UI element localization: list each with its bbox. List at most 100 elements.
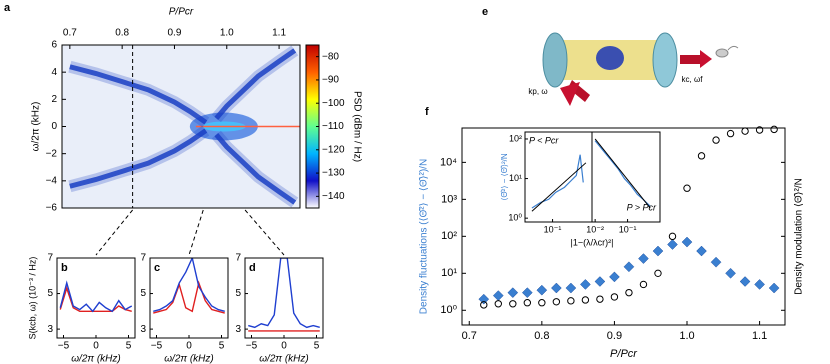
y-tick-label: 3: [47, 324, 53, 335]
diamond-marker: [609, 271, 620, 283]
diamond-marker: [623, 261, 635, 273]
inset-y-tick-label: 10⁰: [508, 213, 522, 223]
y-tick-label: 2: [51, 94, 57, 105]
circle-marker: [770, 125, 778, 134]
circle-marker: [596, 295, 604, 303]
y-tick-label: 7: [140, 253, 146, 264]
x-tick-label: 1.0: [679, 330, 694, 342]
inset-fit: [594, 138, 651, 209]
diamond-marker: [739, 276, 751, 287]
circle-marker: [639, 280, 648, 289]
colorbar-tick-label: −110: [322, 121, 344, 132]
colorbar-tick-label: −100: [322, 98, 345, 109]
x-tick-label: −5: [58, 341, 70, 352]
x-tick-label: −5: [151, 341, 163, 352]
diamond-marker: [638, 253, 649, 264]
y2-axis-label: Density modulation ⟨Θ̂⟩²/N: [793, 178, 805, 295]
colorbar-tick-label: −130: [322, 168, 345, 179]
x-tick-label: 5: [314, 341, 320, 352]
circle-marker: [683, 184, 691, 192]
x-tick-label: 0: [186, 341, 192, 352]
diamond-marker: [652, 245, 664, 257]
diamond-marker: [667, 239, 678, 250]
inset-y-tick-label: 10¹: [509, 173, 522, 183]
circle-marker: [712, 136, 720, 144]
y-tick-label: 3: [235, 324, 241, 335]
colorbar-tick-label: −90: [322, 75, 339, 86]
circle-marker: [741, 127, 749, 135]
diamond-marker: [492, 290, 504, 301]
inset-x-tick-label: 10⁻¹: [619, 224, 637, 234]
plot-frame: [56, 257, 136, 339]
cut-connector: [95, 209, 134, 256]
colorbar-label: PSD (dBm / Hz): [351, 91, 362, 162]
circle-marker: [509, 300, 517, 308]
circle-marker: [581, 296, 590, 304]
x-axis-label: ω/2π (kHz): [71, 354, 121, 364]
diamond-marker: [521, 287, 533, 298]
circle-marker: [567, 297, 575, 305]
circle-marker: [755, 126, 764, 134]
y-tick-label: 7: [235, 253, 241, 264]
diamond-marker: [551, 282, 562, 294]
x-tick-label: 0.8: [115, 28, 129, 39]
inset-x-tick-label: 10⁻¹: [544, 224, 562, 234]
circle-marker: [538, 299, 546, 307]
cavity-label: kc, ωf: [682, 75, 704, 84]
x-tick-label: 0.7: [462, 330, 477, 342]
y-axis-label: ω/2π (kHz): [31, 102, 42, 152]
spectrum-line: [153, 280, 225, 314]
x-axis-label: ω/2π (kHz): [164, 354, 214, 364]
cavity-illustration: [542, 32, 739, 106]
diamond-marker: [725, 267, 736, 279]
spectrum-line: [248, 258, 320, 329]
plot-frame: [461, 127, 786, 326]
inset-x-label: |1−(λ/λcr)²|: [571, 237, 614, 247]
inset-fit: [531, 162, 587, 212]
y-tick-label: 10⁰: [440, 304, 457, 316]
x-tick-label: 0.7: [63, 28, 77, 39]
diamond-marker: [478, 293, 490, 305]
x-tick-label: 5: [126, 341, 132, 352]
y-tick-label: 10³: [441, 193, 457, 205]
diamond-marker: [754, 279, 765, 290]
spectrum-line: [153, 258, 225, 313]
colorbar-tick-label: −120: [322, 144, 345, 155]
x-axis-label: P/Pcr: [169, 7, 194, 18]
inset-region-label: P > Pcr: [627, 202, 657, 212]
inset-y-label: ⟨Θ̂²⟩ − ⟨Θ̂⟩²/N: [500, 153, 509, 201]
y-tick-label: −2: [46, 148, 58, 159]
diamond-marker: [710, 256, 722, 268]
y-tick-label: −4: [46, 175, 58, 186]
x-tick-label: 1.0: [220, 28, 234, 39]
y-tick-label: 10¹: [441, 267, 457, 279]
x-axis-label: ω/2π (kHz): [259, 354, 309, 364]
y-tick-label: −6: [46, 203, 58, 214]
cut-connector: [188, 209, 204, 256]
circle-marker: [654, 269, 662, 278]
y-tick-label: 6: [51, 40, 57, 51]
circle-marker: [523, 299, 532, 307]
diamond-marker: [594, 276, 606, 287]
y-tick-label: 10²: [441, 230, 457, 242]
inset-y-tick-label: 10²: [509, 133, 522, 143]
circle-marker: [552, 298, 561, 306]
branch: [214, 48, 297, 120]
diamond-marker: [565, 282, 577, 294]
y-axis-label: S(kcb, ω) (10⁻³ / Hz): [27, 257, 37, 340]
x-tick-label: 0: [281, 341, 287, 352]
x-tick-label: 1.1: [272, 28, 286, 39]
y-tick-label: 5: [235, 288, 241, 299]
x-tick-label: −5: [246, 341, 258, 352]
x-tick-label: 1.1: [752, 330, 767, 342]
circle-marker: [494, 300, 502, 308]
cut-connector: [244, 209, 285, 256]
circle-marker: [726, 129, 735, 138]
plot-frame: [149, 257, 229, 339]
circle-marker: [668, 232, 677, 241]
colorbar-tick-label: −80: [322, 51, 339, 62]
circle-marker: [697, 152, 706, 160]
y-tick-label: 7: [47, 253, 53, 264]
panel-letter: a: [4, 2, 11, 14]
pump-label: kp, ω: [528, 87, 547, 96]
